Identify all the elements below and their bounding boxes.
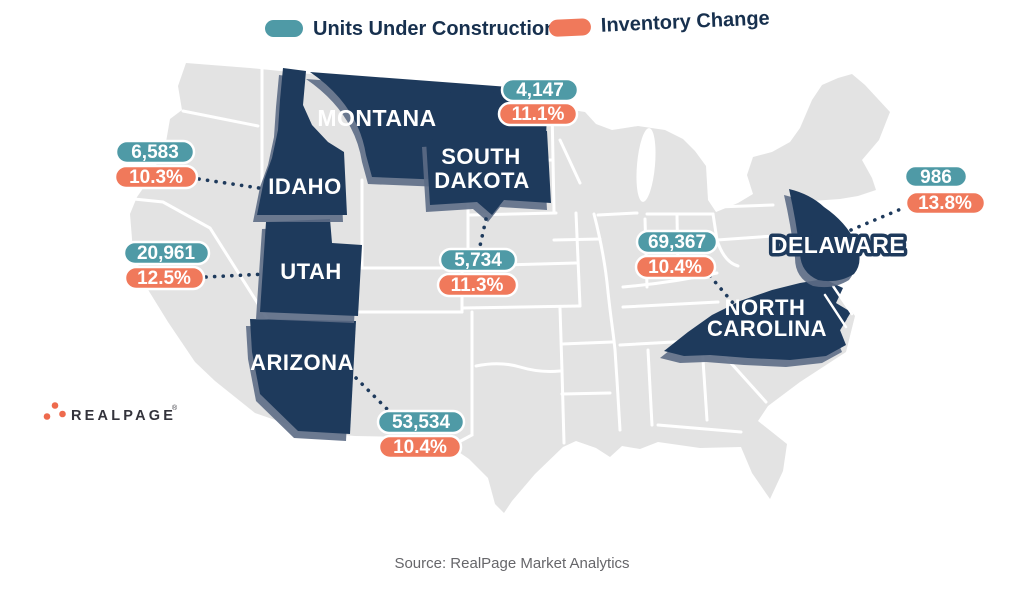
lake-michigan — [636, 128, 656, 202]
leader-line-utah — [204, 272, 268, 279]
units-value-montana: 4,147 — [516, 80, 564, 101]
leader-lines — [197, 89, 903, 416]
inventory-value-north-carolina: 10.4% — [648, 257, 702, 278]
callout-south-dakota: 5,734 11.3% — [436, 247, 519, 298]
source-attribution: Source: RealPage Market Analytics — [394, 555, 629, 572]
inventory-value-montana: 11.1% — [512, 104, 565, 125]
outer-banks-hatch — [831, 284, 854, 316]
inventory-pill-montana — [497, 101, 579, 127]
logo-dot-icon — [43, 413, 51, 420]
callout-utah: 20,961 12.5% — [122, 240, 211, 291]
logo-dot-icon — [51, 402, 59, 409]
units-value-south-dakota: 5,734 — [454, 250, 502, 271]
leader-line-idaho — [197, 177, 261, 190]
state-shape-arizona: ARIZONA — [246, 319, 356, 441]
legend-swatch-inventory — [548, 18, 591, 37]
state-shape-idaho: IDAHO — [253, 68, 347, 222]
inventory-pill-north-carolina — [634, 254, 717, 280]
callout-delaware: 986 13.8% — [903, 164, 987, 216]
state-shape-south-dakota: SOUTH DAKOTA — [422, 131, 551, 222]
state-label-delaware: DELAWARE — [771, 232, 905, 258]
outer-banks-hatch — [823, 293, 848, 329]
units-pill-north-carolina — [635, 229, 719, 255]
callout-montana: 4,147 11.1% — [497, 77, 580, 127]
inventory-value-utah: 12.5% — [137, 268, 191, 289]
legend-swatch-units — [265, 20, 303, 37]
state-label-utah: UTAH — [280, 259, 341, 284]
state-shape-north-carolina: NORTH CAROLINA — [660, 279, 854, 367]
inventory-pill-delaware — [904, 190, 987, 216]
inventory-value-delaware: 13.8% — [918, 193, 972, 214]
logo-registered-mark: ® — [172, 404, 178, 412]
state-label-north-carolina-line2: CAROLINA — [707, 316, 827, 341]
units-value-delaware: 986 — [920, 167, 952, 188]
state-label-south-dakota-line2: DAKOTA — [434, 168, 529, 193]
leader-line-delaware — [849, 207, 903, 232]
callout-idaho: 6,583 10.3% — [113, 139, 199, 190]
legend-label-inventory: Inventory Change — [600, 7, 770, 36]
units-pill-idaho — [114, 139, 196, 165]
leader-line-arizona — [348, 370, 394, 416]
inventory-value-arizona: 10.4% — [393, 437, 447, 458]
state-label-north-carolina-line1: NORTH — [725, 295, 806, 320]
units-value-arizona: 53,534 — [392, 412, 451, 433]
state-shape-utah: UTAH — [256, 219, 362, 323]
state-label-montana: MONTANA — [317, 105, 436, 131]
units-value-utah: 20,961 — [137, 243, 196, 264]
state-label-arizona: ARIZONA — [250, 350, 354, 375]
units-pill-arizona — [376, 409, 466, 435]
state-label-south-dakota-line1: SOUTH — [441, 144, 521, 169]
units-pill-south-dakota — [438, 247, 518, 273]
units-value-idaho: 6,583 — [131, 142, 179, 163]
state-shape-delaware: DELAWARE — [767, 189, 908, 288]
logo-dot-icon — [59, 410, 66, 418]
inventory-pill-utah — [123, 265, 206, 291]
inventory-pill-arizona — [377, 434, 463, 460]
logo-wordmark: REALPAGE — [71, 408, 176, 424]
legend: Units Under Construction Inventory Chang… — [265, 7, 770, 40]
leader-line-north-carolina — [708, 274, 735, 305]
units-pill-utah — [122, 240, 211, 266]
state-shape-montana: MONTANA — [306, 72, 548, 191]
units-value-north-carolina: 69,367 — [648, 232, 706, 253]
state-label-idaho: IDAHO — [268, 174, 341, 199]
inventory-value-south-dakota: 11.3% — [451, 275, 504, 296]
units-pill-delaware — [903, 164, 969, 189]
inventory-pill-idaho — [113, 164, 199, 190]
legend-label-units: Units Under Construction — [313, 18, 556, 40]
realpage-logo: REALPAGE ® — [43, 402, 178, 424]
callout-arizona: 53,534 10.4% — [376, 409, 466, 460]
inventory-pill-south-dakota — [436, 272, 519, 298]
inventory-value-idaho: 10.3% — [129, 167, 183, 188]
callout-north-carolina: 69,367 10.4% — [634, 229, 719, 280]
units-pill-montana — [500, 77, 580, 103]
